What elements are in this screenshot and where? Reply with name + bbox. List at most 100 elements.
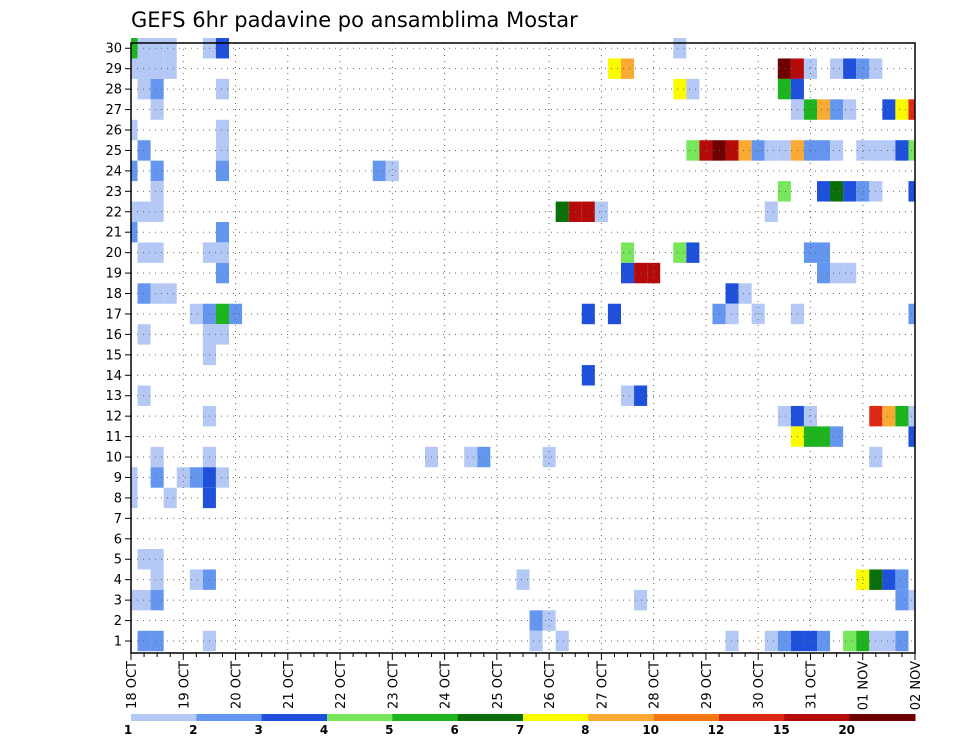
precip-cell	[555, 201, 569, 222]
precip-cell	[777, 140, 791, 161]
colorbar-label: 1	[124, 723, 132, 737]
precip-cell	[131, 201, 138, 222]
precip-cell	[830, 140, 844, 161]
precip-cell	[163, 38, 177, 59]
precip-cell	[882, 99, 896, 120]
precip-cell	[817, 426, 831, 447]
precip-cell	[137, 38, 151, 59]
precip-cell	[777, 405, 791, 427]
precip-cell	[621, 58, 635, 79]
precip-cell	[751, 140, 765, 161]
y-tick-label: 29	[105, 62, 122, 77]
x-tick-label: 29 OCT	[700, 661, 715, 709]
colorbar-swatch	[653, 714, 720, 721]
precip-cell	[895, 99, 909, 120]
x-tick-label: 23 OCT	[386, 661, 401, 709]
precip-cell	[764, 201, 778, 222]
colorbar-swatch	[327, 714, 393, 721]
colorbar-label: 6	[450, 723, 458, 737]
colorbar-label: 12	[708, 723, 725, 737]
precip-cell	[542, 610, 556, 631]
colorbar-swatch	[457, 714, 524, 721]
precip-cell	[516, 569, 530, 590]
precip-cell	[555, 630, 569, 652]
precip-cell	[137, 201, 151, 222]
precip-cell	[856, 140, 870, 161]
precip-cell	[830, 99, 844, 120]
y-tick-label: 30	[105, 42, 122, 57]
precip-cell	[581, 201, 595, 222]
precip-cell	[895, 405, 909, 427]
precip-cell	[803, 58, 817, 79]
x-tick-label: 26 OCT	[543, 661, 558, 709]
colorbar-swatch	[784, 714, 851, 721]
precip-cell	[137, 58, 151, 79]
precip-cell	[856, 181, 870, 202]
precip-cell	[150, 242, 164, 263]
precip-cell	[150, 283, 164, 304]
colorbar-label: 5	[385, 723, 393, 737]
colorbar-swatch	[196, 714, 263, 721]
y-tick-label: 25	[105, 144, 122, 159]
precip-cell	[215, 78, 229, 100]
y-tick-label: 7	[114, 512, 122, 527]
precip-cell	[150, 630, 164, 652]
y-tick-label: 15	[105, 348, 122, 363]
precip-cell	[882, 140, 896, 161]
y-tick-label: 1	[114, 635, 122, 650]
x-tick-label: 20 OCT	[230, 661, 245, 709]
precip-cell	[738, 283, 752, 304]
precip-cell	[581, 303, 595, 325]
y-tick-label: 9	[114, 471, 122, 486]
precip-cell	[895, 569, 909, 590]
x-tick-label: 25 OCT	[491, 661, 506, 709]
y-tick-label: 2	[114, 614, 122, 629]
precip-cell	[607, 58, 621, 79]
colorbar-swatch	[849, 714, 916, 721]
colorbar-legend: 1 2 3 4 5 6 7 8 10 12 15 20	[124, 714, 916, 737]
precip-cell	[215, 221, 229, 243]
precip-cell	[803, 405, 817, 427]
precip-cell	[131, 160, 138, 182]
precip-cell	[686, 242, 700, 263]
colorbar-label: 8	[581, 723, 589, 737]
precip-cell	[150, 446, 164, 468]
precip-cell	[529, 610, 543, 631]
precip-cell	[150, 549, 164, 570]
colorbar-swatch	[719, 714, 785, 721]
precip-cell	[764, 140, 778, 161]
precip-cell	[150, 201, 164, 222]
precip-cell	[163, 487, 177, 509]
precip-cell	[634, 589, 648, 611]
precip-cell	[131, 221, 138, 243]
precip-cell	[634, 385, 648, 406]
colorbar-label: 3	[254, 723, 262, 737]
precip-cell	[803, 140, 817, 161]
precip-cell	[817, 630, 831, 652]
y-tick-label: 23	[105, 185, 122, 200]
precip-cell	[131, 589, 138, 611]
y-tick-label: 16	[105, 328, 122, 343]
precip-cell	[150, 160, 164, 182]
precip-cell	[215, 160, 229, 182]
y-tick-label: 27	[105, 103, 122, 118]
y-tick-label: 6	[114, 532, 122, 547]
precip-cell	[830, 58, 844, 79]
precip-cell	[215, 467, 229, 488]
precip-cell	[817, 140, 831, 161]
y-tick-label: 13	[105, 389, 122, 404]
precip-cell	[529, 630, 543, 652]
y-tick-label: 3	[114, 594, 122, 609]
precip-cell	[189, 303, 203, 325]
precip-cell	[830, 262, 844, 284]
colorbar-label: 4	[320, 723, 328, 737]
precip-cell	[895, 589, 909, 611]
precip-cell	[738, 140, 752, 161]
precip-cell	[137, 549, 151, 570]
precip-cell	[385, 160, 399, 182]
x-tick-label: 28 OCT	[648, 661, 663, 709]
colorbar-label: 7	[516, 723, 524, 737]
precip-cell	[817, 262, 831, 284]
precip-cell	[215, 262, 229, 284]
precip-cell	[189, 569, 203, 590]
